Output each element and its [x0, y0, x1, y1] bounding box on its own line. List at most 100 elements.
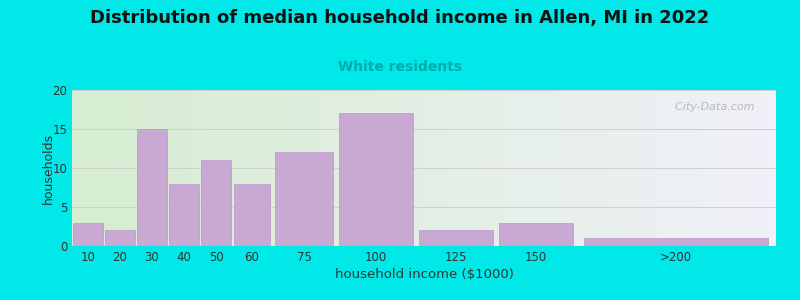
Bar	[628, 90, 630, 246]
Bar	[499, 90, 502, 246]
Bar	[300, 90, 302, 246]
Bar	[93, 90, 95, 246]
Bar	[584, 238, 768, 246]
Bar	[293, 90, 295, 246]
Bar	[274, 152, 334, 246]
Bar	[128, 90, 130, 246]
Bar	[741, 90, 743, 246]
Bar	[114, 90, 117, 246]
Bar	[102, 90, 105, 246]
Bar	[206, 90, 208, 246]
Bar	[86, 90, 89, 246]
Bar	[652, 90, 654, 246]
Bar	[469, 90, 471, 246]
Bar	[499, 223, 573, 246]
Bar	[520, 90, 522, 246]
Bar	[306, 90, 309, 246]
Bar	[734, 90, 736, 246]
Bar	[630, 90, 633, 246]
Bar	[410, 90, 412, 246]
Bar	[743, 90, 746, 246]
Bar	[107, 90, 110, 246]
Bar	[666, 90, 668, 246]
Bar	[565, 90, 567, 246]
Bar	[370, 90, 372, 246]
Bar	[321, 90, 323, 246]
Bar	[746, 90, 748, 246]
Text: Distribution of median household income in Allen, MI in 2022: Distribution of median household income …	[90, 9, 710, 27]
Bar	[194, 90, 196, 246]
Bar	[72, 90, 74, 246]
Bar	[691, 90, 694, 246]
Bar	[602, 90, 605, 246]
Bar	[650, 90, 652, 246]
Bar	[537, 90, 539, 246]
Bar	[685, 90, 687, 246]
Bar	[586, 90, 588, 246]
Bar	[318, 90, 321, 246]
Bar	[522, 90, 525, 246]
Bar	[424, 90, 426, 246]
Bar	[431, 90, 434, 246]
Bar	[326, 90, 328, 246]
Bar	[100, 90, 102, 246]
Bar	[154, 90, 157, 246]
Bar	[241, 90, 243, 246]
Bar	[145, 90, 147, 246]
Bar	[419, 90, 422, 246]
Text: City-Data.com: City-Data.com	[668, 103, 755, 112]
Bar	[243, 90, 246, 246]
Bar	[436, 90, 438, 246]
Bar	[640, 90, 642, 246]
Bar	[689, 90, 691, 246]
Bar	[309, 90, 311, 246]
Bar	[187, 90, 190, 246]
Bar	[441, 90, 442, 246]
Bar	[351, 90, 354, 246]
Bar	[222, 90, 225, 246]
Bar	[696, 90, 698, 246]
Bar	[140, 90, 142, 246]
Bar	[635, 90, 638, 246]
Bar	[562, 90, 565, 246]
Bar	[694, 90, 696, 246]
Bar	[262, 90, 265, 246]
Bar	[110, 90, 112, 246]
Bar	[152, 90, 154, 246]
Bar	[525, 90, 527, 246]
Bar	[464, 90, 466, 246]
Bar	[105, 90, 107, 246]
Bar	[621, 90, 623, 246]
Bar	[442, 90, 445, 246]
Bar	[98, 90, 100, 246]
Bar	[633, 90, 635, 246]
Bar	[605, 90, 607, 246]
Bar	[276, 90, 278, 246]
Bar	[738, 90, 741, 246]
Bar	[192, 90, 194, 246]
Bar	[574, 90, 577, 246]
Bar	[492, 90, 494, 246]
Bar	[363, 90, 366, 246]
Bar	[377, 90, 379, 246]
Bar	[607, 90, 610, 246]
Bar	[384, 90, 386, 246]
Bar	[426, 90, 429, 246]
Bar	[203, 90, 206, 246]
Bar	[682, 90, 685, 246]
Bar	[614, 90, 617, 246]
Bar	[748, 90, 750, 246]
Bar	[213, 90, 215, 246]
Bar	[82, 90, 84, 246]
Bar	[74, 90, 77, 246]
Bar	[218, 90, 220, 246]
Bar	[401, 90, 403, 246]
Bar	[452, 90, 454, 246]
Bar	[598, 90, 600, 246]
Bar	[356, 90, 358, 246]
Bar	[339, 113, 413, 246]
Bar	[260, 90, 262, 246]
Bar	[478, 90, 480, 246]
Bar	[656, 90, 658, 246]
Bar	[295, 90, 298, 246]
